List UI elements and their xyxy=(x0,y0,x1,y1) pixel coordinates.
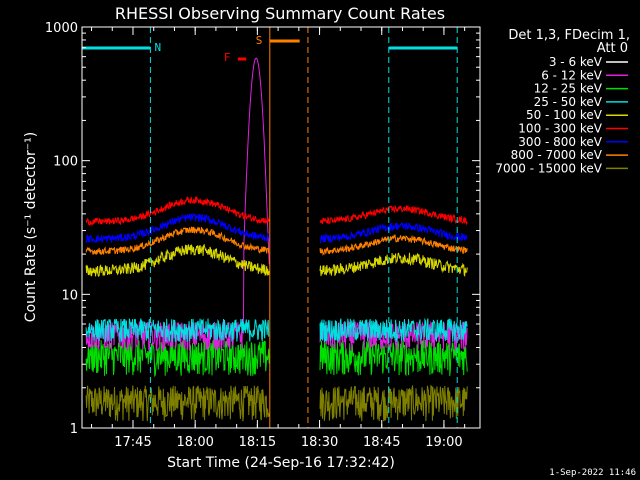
y-tick-label: 1000 xyxy=(45,21,78,36)
legend-entry-label: 800 - 7000 keV xyxy=(511,148,603,162)
x-tick-label: 18:00 xyxy=(176,435,213,450)
legend-entry-label: 50 - 100 keV xyxy=(526,108,603,122)
x-axis-label: Start Time (24-Sep-16 17:32:42) xyxy=(167,455,395,471)
series-line xyxy=(319,340,468,377)
legend-entry-label: 7000 - 15000 keV xyxy=(495,161,602,175)
series-line xyxy=(85,340,270,378)
series-line xyxy=(319,221,468,244)
legend-entry-label: 300 - 800 keV xyxy=(518,135,602,149)
legend-entry-label: 100 - 300 keV xyxy=(518,122,602,136)
plot-frame xyxy=(81,26,481,429)
series-line xyxy=(319,317,468,342)
x-tick-label: 19:00 xyxy=(425,435,462,450)
legend-header-line-2: Att 0 xyxy=(597,41,628,56)
y-tick-label: 100 xyxy=(53,155,78,170)
x-tick-label: 18:45 xyxy=(363,435,400,450)
flare-label: F xyxy=(224,51,231,64)
series-line xyxy=(85,226,270,256)
date-stamp: 1-Sep-2022 11:46 xyxy=(549,468,636,478)
series-line xyxy=(85,318,270,342)
x-tick-label: 17:45 xyxy=(114,435,151,450)
series-line xyxy=(85,213,270,244)
x-tick-label: 18:15 xyxy=(239,435,276,450)
legend-header-line-1: Det 1,3, FDecim 1, xyxy=(508,28,630,43)
series-line xyxy=(319,233,468,257)
series-line xyxy=(85,243,270,277)
x-tick-label: 18:30 xyxy=(301,435,338,450)
overlay-layer: N S F xyxy=(82,27,458,428)
series-line xyxy=(319,384,468,422)
legend-entry-label: 25 - 50 keV xyxy=(534,95,603,109)
chart-title: RHESSI Observing Summary Count Rates xyxy=(115,4,445,23)
y-axis-label: Count Rate (s⁻¹ detector⁻¹) xyxy=(23,132,39,322)
night-label: N xyxy=(155,41,162,54)
series-line xyxy=(319,204,468,226)
legend-entry-label: 3 - 6 keV xyxy=(549,55,603,69)
series-line xyxy=(85,195,270,226)
axis-layer: 17:45 18:00 18:15 18:30 18:45 19:00 1 10 100 1000 xyxy=(45,21,480,450)
saa-label: S xyxy=(256,34,263,47)
y-tick-label: 1 xyxy=(70,422,78,437)
legend-entry-label: 12 - 25 keV xyxy=(534,82,603,96)
legend-entry-label: 6 - 12 keV xyxy=(541,68,603,82)
y-tick-label: 10 xyxy=(61,288,78,303)
series-line xyxy=(319,252,468,278)
series-layer xyxy=(85,57,468,422)
series-line xyxy=(85,385,270,422)
